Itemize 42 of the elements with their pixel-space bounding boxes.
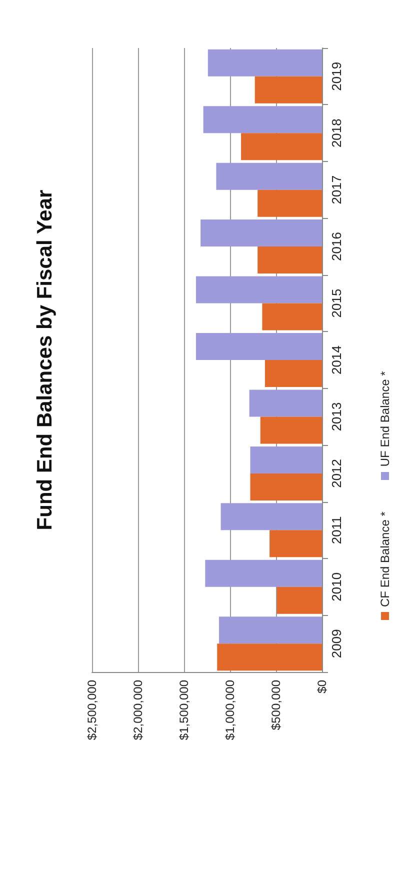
y-tick-label: 2017 bbox=[329, 175, 344, 204]
bar bbox=[217, 644, 322, 671]
bar bbox=[205, 560, 322, 587]
bar bbox=[260, 416, 322, 444]
bar bbox=[270, 530, 322, 558]
x-tick-label: $1,000,000 bbox=[223, 680, 237, 740]
bar bbox=[208, 49, 322, 76]
bar bbox=[220, 503, 322, 530]
x-tick-label: $1,500,000 bbox=[177, 680, 191, 740]
x-tick-label: $2,500,000 bbox=[85, 680, 99, 740]
x-tick-label: $0 bbox=[315, 680, 329, 694]
bar bbox=[250, 473, 322, 500]
y-tick-label: 2019 bbox=[329, 62, 344, 91]
bar bbox=[258, 190, 322, 217]
y-tick-label: 2014 bbox=[329, 346, 344, 374]
y-tick-label: 2010 bbox=[329, 572, 344, 602]
bar bbox=[196, 276, 322, 304]
text: CF End Balance * bbox=[378, 512, 392, 607]
bar bbox=[196, 333, 322, 360]
bar bbox=[203, 106, 322, 134]
x-tick-label: $2,000,000 bbox=[131, 680, 145, 740]
y-tick-label: 2016 bbox=[329, 232, 344, 262]
y-tick-label: 2013 bbox=[329, 402, 344, 432]
y-tick-label: 2011 bbox=[329, 516, 344, 544]
bar bbox=[216, 162, 322, 190]
y-tick-label: 2012 bbox=[329, 458, 344, 488]
bar bbox=[262, 303, 322, 330]
x-tick-label: $500,000 bbox=[269, 680, 283, 730]
bar bbox=[258, 246, 322, 274]
bar bbox=[254, 76, 322, 104]
bar bbox=[276, 586, 322, 614]
bar bbox=[218, 616, 322, 644]
bar bbox=[264, 360, 322, 387]
y-tick-label: 2015 bbox=[329, 288, 344, 318]
bar bbox=[241, 133, 322, 160]
y-tick-label: 2009 bbox=[329, 629, 344, 658]
bar bbox=[250, 446, 322, 474]
text: Fund End Balances by Fiscal Year bbox=[34, 190, 56, 530]
bar bbox=[249, 390, 322, 417]
y-tick-label: 2018 bbox=[329, 118, 344, 148]
bar bbox=[200, 220, 322, 247]
text: UF End Balance * bbox=[378, 371, 392, 467]
